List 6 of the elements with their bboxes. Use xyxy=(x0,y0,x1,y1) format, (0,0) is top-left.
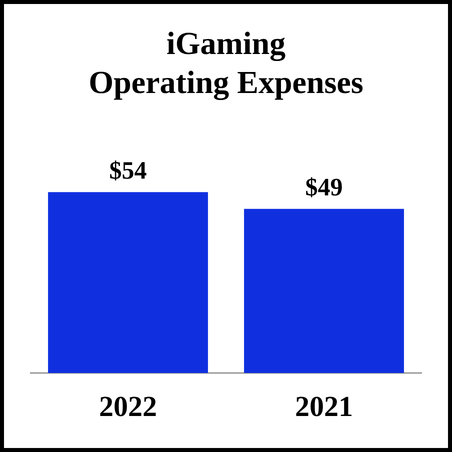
chart-subtitle: Operating Expenses xyxy=(90,70,363,100)
data-label: $49 xyxy=(306,177,342,198)
data-label: $54 xyxy=(110,160,146,181)
chart-title: iGaming xyxy=(167,32,286,62)
x-tick-label: 2022 xyxy=(100,396,156,416)
x-tick-label: 2021 xyxy=(296,396,352,416)
